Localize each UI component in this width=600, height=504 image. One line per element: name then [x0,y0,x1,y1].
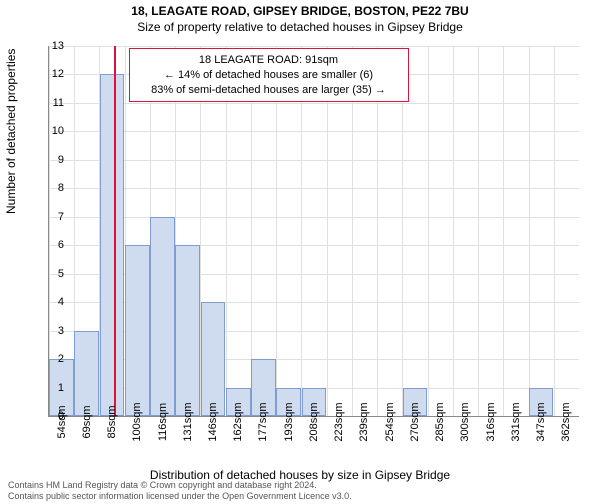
gridline-h [49,188,579,189]
x-tick-label: 69sqm [81,405,93,438]
y-tick-label: 13 [44,40,64,52]
x-tick-label: 347sqm [535,402,547,441]
x-tick-label: 270sqm [409,402,421,441]
attribution-line-1: Contains HM Land Registry data © Crown c… [8,480,352,491]
y-tick-label: 8 [44,182,64,194]
x-tick-label: 254sqm [384,402,396,441]
gridline-h [49,160,579,161]
x-tick-label: 223sqm [333,402,345,441]
annotation-line: ← 14% of detached houses are smaller (6) [138,68,400,83]
x-tick-label: 131sqm [182,402,194,441]
gridline-h [49,131,579,132]
y-axis-label: Number of detached properties [4,49,18,214]
y-tick-label: 12 [44,68,64,80]
annotation-box: 18 LEAGATE ROAD: 91sqm← 14% of detached … [129,48,409,103]
x-tick-label: 300sqm [459,402,471,441]
histogram-bar [175,245,200,416]
gridline-v [529,46,530,416]
chart-title-sub: Size of property relative to detached ho… [0,20,600,34]
gridline-v [503,46,504,416]
x-tick-label: 331sqm [510,402,522,441]
histogram-bar [100,74,125,416]
gridline-v [453,46,454,416]
y-tick-label: 3 [44,325,64,337]
x-tick-label: 100sqm [131,402,143,441]
y-tick-label: 10 [44,125,64,137]
x-tick-label: 362sqm [560,402,572,441]
x-tick-label: 146sqm [207,402,219,441]
attribution-text: Contains HM Land Registry data © Crown c… [8,480,352,502]
y-tick-label: 5 [44,268,64,280]
histogram-bar [150,217,175,416]
x-tick-label: 54sqm [56,405,68,438]
annotation-line: 18 LEAGATE ROAD: 91sqm [138,53,400,68]
x-tick-label: 285sqm [434,402,446,441]
attribution-line-2: Contains public sector information licen… [8,491,352,502]
gridline-h [49,103,579,104]
gridline-h [49,46,579,47]
x-tick-label: 177sqm [257,402,269,441]
y-tick-label: 11 [44,97,64,109]
y-tick-label: 4 [44,296,64,308]
y-tick-label: 1 [44,382,64,394]
annotation-line: 83% of semi-detached houses are larger (… [138,83,400,98]
y-tick-label: 7 [44,211,64,223]
x-tick-label: 208sqm [308,402,320,441]
gridline-v [428,46,429,416]
histogram-bar [125,245,150,416]
y-tick-label: 6 [44,239,64,251]
histogram-bar [74,331,99,416]
chart-title-main: 18, LEAGATE ROAD, GIPSEY BRIDGE, BOSTON,… [0,4,600,18]
y-tick-label: 9 [44,154,64,166]
chart-plot-area: 18 LEAGATE ROAD: 91sqm← 14% of detached … [48,46,579,417]
gridline-v [554,46,555,416]
gridline-h [49,217,579,218]
x-tick-label: 193sqm [283,402,295,441]
x-tick-label: 162sqm [232,402,244,441]
histogram-bar [201,302,226,416]
x-tick-label: 316sqm [485,402,497,441]
x-tick-label: 85sqm [106,405,118,438]
reference-line [114,46,116,416]
x-tick-label: 239sqm [358,402,370,441]
y-tick-label: 2 [44,353,64,365]
x-tick-label: 116sqm [157,403,169,441]
gridline-v [478,46,479,416]
